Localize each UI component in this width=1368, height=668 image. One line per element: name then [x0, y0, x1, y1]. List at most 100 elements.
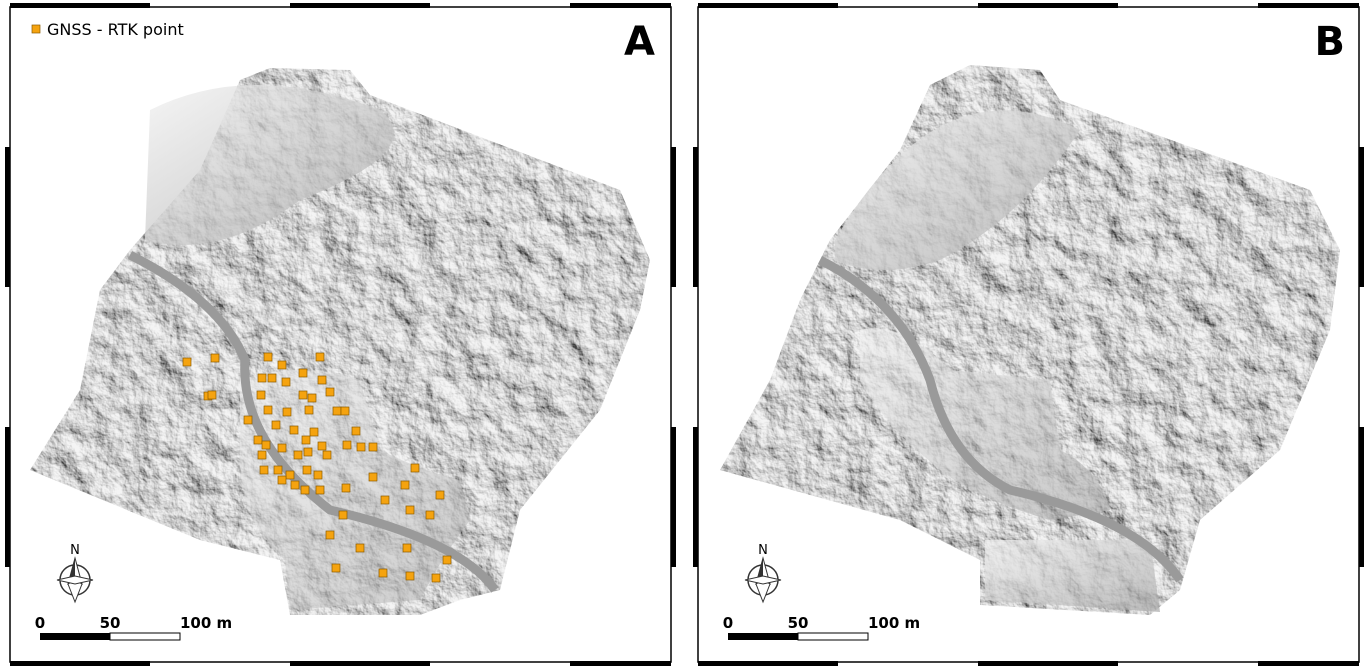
smooth-area — [985, 540, 1160, 612]
legend-text: GNSS - RTK point — [47, 20, 184, 39]
gnss-point — [405, 571, 415, 581]
gnss-point — [313, 470, 323, 480]
gnss-point — [435, 490, 445, 500]
scale-bar — [40, 633, 110, 640]
scale-label: 50 — [100, 614, 121, 632]
scale-bar — [728, 633, 798, 640]
smooth-area — [835, 110, 1080, 270]
scale-bar — [797, 632, 869, 641]
gnss-point — [304, 405, 314, 415]
gnss-point — [259, 465, 269, 475]
gnss-point — [289, 425, 299, 435]
gnss-point — [402, 543, 412, 553]
frame-tick — [693, 147, 698, 287]
gnss-point — [325, 387, 335, 397]
gnss-point — [285, 470, 295, 480]
smooth-area — [860, 328, 1110, 520]
gnss-point — [253, 435, 263, 445]
gnss-point — [338, 510, 348, 520]
scale-label: 0 — [723, 614, 733, 632]
scale-label: 0 — [35, 614, 45, 632]
frame-tick — [978, 3, 1118, 8]
gnss-point — [351, 426, 361, 436]
gnss-point — [277, 360, 287, 370]
gnss-point — [207, 390, 217, 400]
gnss-point — [315, 485, 325, 495]
gnss-point — [340, 406, 350, 416]
scale-label: 50 — [788, 614, 809, 632]
gnss-point — [302, 465, 312, 475]
frame-tick — [693, 427, 698, 567]
gnss-point — [410, 463, 420, 473]
frame-tick — [671, 427, 676, 567]
gnss-point — [301, 435, 311, 445]
frame-tick — [1359, 427, 1364, 567]
gnss-point — [257, 373, 267, 383]
gnss-point — [341, 483, 351, 493]
legend-marker — [31, 24, 41, 34]
gnss-point — [210, 353, 220, 363]
gnss-point — [331, 563, 341, 573]
gnss-point — [309, 427, 319, 437]
gnss-point — [317, 441, 327, 451]
gnss-point — [256, 390, 266, 400]
gnss-point — [298, 368, 308, 378]
gnss-point — [425, 510, 435, 520]
frame-tick — [290, 661, 430, 666]
gnss-point — [431, 573, 441, 583]
gnss-point — [303, 447, 313, 457]
panel-label: A — [624, 19, 655, 65]
gnss-point — [300, 485, 310, 495]
gnss-points — [182, 352, 452, 583]
gnss-point — [261, 440, 271, 450]
frame-tick — [671, 147, 676, 287]
gnss-point — [400, 480, 410, 490]
frame-tick — [698, 3, 838, 8]
gnss-point — [277, 443, 287, 453]
gnss-point — [317, 375, 327, 385]
smooth-area — [145, 85, 394, 245]
gnss-point — [368, 472, 378, 482]
gnss-point — [380, 495, 390, 505]
north-arrow — [56, 575, 94, 585]
frame-tick — [10, 3, 150, 8]
frame-tick — [5, 427, 10, 567]
gnss-point — [243, 415, 253, 425]
gnss-point — [257, 450, 267, 460]
gnss-point — [281, 377, 291, 387]
road — [817, 255, 1184, 583]
panel-a: GNSS - RTK point A N 0 50 100 m — [9, 6, 672, 663]
gnss-point — [293, 450, 303, 460]
north-arrow — [744, 575, 782, 585]
gnss-point — [277, 475, 287, 485]
north-label: N — [758, 543, 768, 558]
gnss-point — [378, 568, 388, 578]
gnss-point — [356, 442, 366, 452]
gnss-point — [307, 393, 317, 403]
gnss-point — [282, 407, 292, 417]
gnss-point — [342, 440, 352, 450]
frame-tick — [1359, 147, 1364, 287]
frame-tick — [570, 661, 671, 666]
scale-bar — [109, 632, 181, 641]
gnss-point — [298, 390, 308, 400]
north-label: N — [70, 543, 80, 558]
gnss-point — [355, 543, 365, 553]
gnss-point — [263, 405, 273, 415]
frame-tick — [10, 661, 150, 666]
frame-tick — [570, 3, 671, 8]
panel-label: B — [1315, 19, 1346, 65]
gnss-point — [267, 373, 277, 383]
gnss-point — [405, 505, 415, 515]
scale-label: 100 m — [868, 614, 920, 632]
gnss-point — [290, 480, 300, 490]
gnss-point — [325, 530, 335, 540]
gnss-point — [273, 465, 283, 475]
frame-tick — [290, 3, 430, 8]
frame-tick — [1258, 3, 1359, 8]
gnss-point — [368, 442, 378, 452]
gnss-point — [271, 420, 281, 430]
frame-tick — [698, 661, 838, 666]
scale-label: 100 m — [180, 614, 232, 632]
gnss-point — [332, 406, 342, 416]
